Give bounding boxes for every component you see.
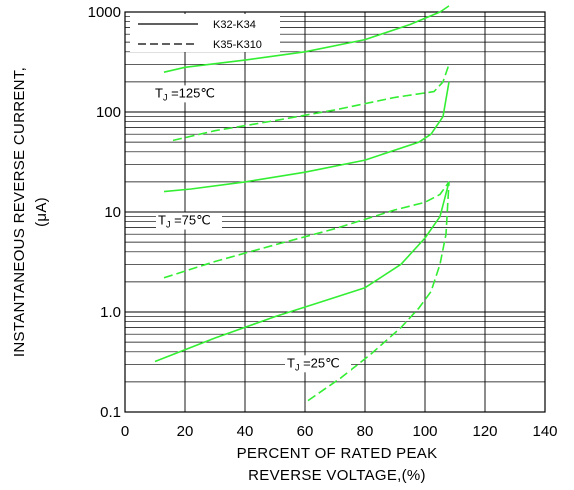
y-tick-label: 1.0 — [100, 304, 121, 321]
y-tick-label: 1000 — [88, 4, 121, 21]
x-tick-label: 40 — [237, 423, 254, 440]
legend-label: K32-K34 — [213, 19, 256, 31]
plot-frame — [124, 11, 546, 413]
x-tick-label: 100 — [412, 423, 437, 440]
series-line-5-solid — [154, 181, 450, 363]
temperature-annotation: TJ =125℃ — [155, 85, 215, 102]
y-tick-label: 100 — [96, 104, 121, 121]
series-line-4-dashed — [163, 181, 450, 279]
x-tick-label: 80 — [357, 423, 374, 440]
y-tick-label: 10 — [104, 204, 121, 221]
y-axis-title-line: (μA) — [33, 197, 50, 227]
annotation-background — [156, 212, 222, 230]
y-tick-label: 0.1 — [100, 404, 121, 421]
y-axis-title: INSTANTANEOUS REVERSE CURRENT, (μA) — [11, 67, 50, 357]
annotation-background — [153, 85, 219, 103]
x-tick-label: 20 — [177, 423, 194, 440]
x-tick-labels: 0 20 40 60 80 100 120 140 — [121, 423, 558, 440]
temperature-annotation: TJ =25℃ — [287, 355, 340, 372]
series-line-2-dashed — [172, 64, 450, 142]
temperature-annotation: TJ =75℃ — [158, 212, 211, 229]
series-line-3-solid — [163, 81, 450, 193]
x-axis-title-line: REVERSE VOLTAGE,(%) — [248, 467, 426, 484]
y-tick-labels: 0.1 1.0 10 100 1000 — [88, 4, 121, 421]
legend-label: K35-K310 — [213, 39, 262, 51]
x-tick-label: 120 — [472, 423, 497, 440]
x-tick-label: 60 — [297, 423, 314, 440]
y-axis-title-line: INSTANTANEOUS REVERSE CURRENT, — [11, 67, 28, 357]
legend-background — [130, 14, 280, 52]
grid — [125, 12, 545, 412]
series-line-1-solid — [163, 5, 450, 73]
x-tick-label: 140 — [532, 423, 557, 440]
annotations: TJ =125℃ TJ =75℃ TJ =25℃ — [153, 85, 351, 373]
x-axis-title: PERCENT OF RATED PEAK REVERSE VOLTAGE,(%) — [237, 445, 438, 484]
series-group — [154, 5, 450, 402]
annotation-background — [285, 355, 351, 373]
legend: K32-K34 K35-K310 — [130, 14, 280, 52]
x-axis-title-line: PERCENT OF RATED PEAK — [237, 445, 438, 462]
x-tick-label: 0 — [121, 423, 129, 440]
